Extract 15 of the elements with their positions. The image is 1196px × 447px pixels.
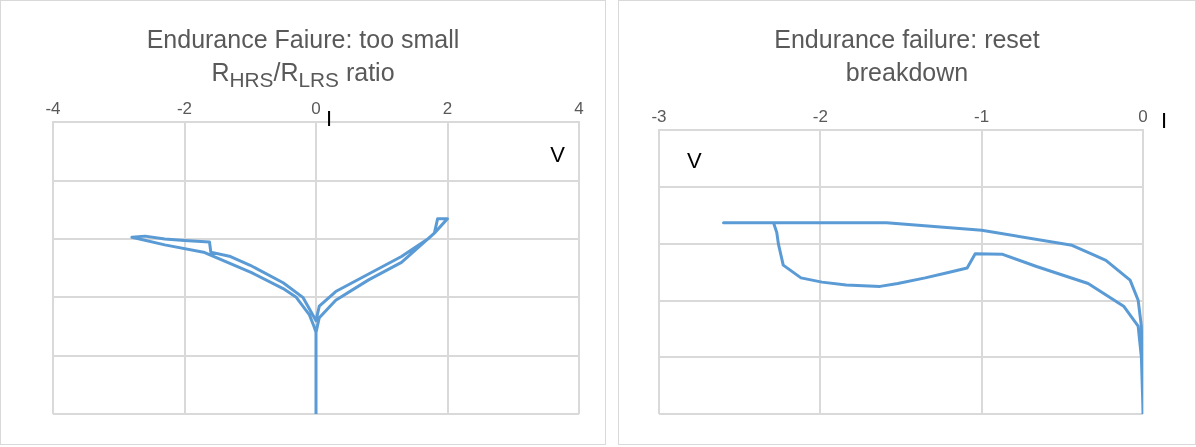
x-axis-title: V [550,142,566,168]
x-tick-label: 2 [442,98,453,118]
x-tick-label: -2 [176,98,193,118]
x-tick-label: 4 [574,98,584,118]
chart-title: Endurance failure: reset breakdown [773,24,1041,88]
x-tick-label: -4 [45,98,61,118]
x-axis-title: V [687,148,702,174]
x-tick-label: 0 [1138,106,1148,126]
x-tick-label: -3 [651,106,667,126]
x-tick-label: -2 [812,106,828,126]
chart-title: Endurance Faiure: too small R$_{HRS}$/R$_{LRS}$ ratio [145,24,461,93]
y-axis-title: I [1161,108,1168,134]
x-tick-label: -1 [974,106,990,126]
y-axis-title: I [326,106,333,132]
x-tick-label: 0 [311,98,321,118]
